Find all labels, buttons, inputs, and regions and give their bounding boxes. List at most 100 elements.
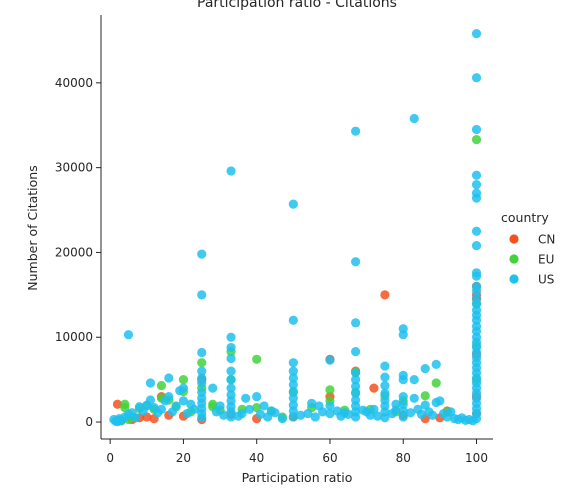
- data-point-us: [255, 409, 265, 420]
- data-point-us: [288, 412, 298, 422]
- chart-title: Participation ratio - Citations: [197, 0, 397, 11]
- data-point-us: [471, 29, 482, 39]
- data-point-us: [471, 180, 482, 190]
- data-point-us: [197, 347, 207, 358]
- data-point-us: [178, 383, 189, 393]
- data-point-us: [252, 392, 262, 402]
- data-point-us: [409, 393, 419, 403]
- legend-items: CN EU US: [509, 233, 555, 287]
- data-point-us: [310, 412, 320, 422]
- data-point-us: [288, 199, 298, 209]
- data-point-eu: [431, 378, 441, 388]
- data-point-us: [197, 413, 207, 423]
- data-point-us: [288, 380, 298, 390]
- data-point-eu: [252, 403, 262, 413]
- data-point-us: [351, 318, 361, 328]
- data-point-us: [303, 408, 313, 419]
- data-point-us: [471, 271, 482, 281]
- data-point-us: [471, 193, 482, 203]
- data-point-us: [420, 400, 430, 410]
- data-point-us: [435, 396, 445, 406]
- data-point-eu: [252, 354, 262, 364]
- data-point-us: [164, 373, 174, 383]
- legend-label-cn: CN: [538, 233, 555, 247]
- data-point-us: [145, 395, 156, 405]
- data-point-us: [380, 388, 390, 398]
- data-point-us: [296, 410, 306, 420]
- data-point-us: [197, 290, 207, 300]
- data-point-us: [215, 401, 225, 411]
- data-point-us: [288, 393, 298, 403]
- data-point-us: [226, 166, 236, 176]
- data-point-us: [446, 407, 456, 417]
- data-point-us: [277, 414, 287, 424]
- data-point-us: [351, 375, 361, 385]
- x-ticks: 0 20 40 60 80 100: [106, 439, 488, 465]
- x-tick-label: 80: [396, 451, 411, 465]
- data-point-us: [471, 124, 482, 135]
- y-tick-label: 30000: [55, 161, 93, 175]
- data-point-us: [318, 407, 328, 417]
- data-point-us: [237, 408, 247, 419]
- data-point-us: [182, 408, 192, 419]
- data-point-us: [372, 411, 383, 421]
- data-point-us: [288, 386, 298, 397]
- data-point-cn: [369, 383, 379, 393]
- data-point-us: [416, 409, 427, 420]
- data-point-us: [325, 408, 335, 419]
- data-point-us: [145, 378, 156, 388]
- data-point-us: [164, 392, 174, 402]
- data-point-cn: [380, 290, 390, 300]
- legend-label-eu: EU: [538, 253, 554, 267]
- data-point-us: [351, 126, 361, 136]
- data-point-us: [178, 396, 189, 406]
- data-point-us: [307, 398, 317, 408]
- data-point-us: [288, 358, 298, 368]
- data-point-us: [226, 383, 236, 393]
- data-point-us: [197, 249, 207, 259]
- data-point-us: [226, 375, 236, 385]
- data-point-us: [351, 347, 361, 357]
- data-point-us: [471, 170, 482, 180]
- data-point-us: [351, 257, 361, 267]
- data-point-us: [270, 408, 280, 418]
- data-point-us: [398, 399, 408, 409]
- legend-marker-cn: [509, 234, 519, 244]
- x-tick-label: 100: [465, 451, 488, 465]
- y-tick-label: 40000: [55, 76, 93, 90]
- points-layer: [109, 29, 482, 427]
- data-point-us: [244, 404, 254, 414]
- data-point-us: [405, 408, 416, 418]
- data-point-us: [431, 359, 441, 369]
- data-point-eu: [156, 380, 167, 391]
- data-point-us: [380, 372, 390, 382]
- data-point-eu: [325, 385, 335, 395]
- legend-label-us: US: [538, 273, 554, 287]
- legend: country CN EU US: [501, 210, 555, 287]
- data-point-eu: [178, 375, 189, 385]
- data-point-us: [420, 364, 430, 374]
- data-point-us: [380, 413, 390, 423]
- data-point-us: [391, 405, 401, 415]
- data-point-us: [288, 366, 298, 376]
- data-point-us: [398, 392, 408, 402]
- data-point-us: [409, 113, 419, 124]
- x-tick-label: 20: [176, 451, 191, 465]
- data-point-us: [369, 404, 379, 414]
- data-point-eu: [208, 399, 218, 409]
- data-point-us: [380, 380, 390, 391]
- data-point-us: [380, 361, 390, 371]
- data-point-eu: [197, 358, 207, 368]
- data-point-us: [226, 353, 236, 364]
- data-point-us: [409, 375, 419, 385]
- data-point-us: [226, 332, 236, 342]
- data-point-eu: [471, 135, 482, 145]
- data-point-us: [219, 410, 229, 420]
- legend-marker-eu: [509, 254, 519, 264]
- data-point-us: [189, 404, 200, 414]
- data-point-us: [131, 413, 141, 423]
- data-point-us: [288, 315, 298, 325]
- data-point-us: [471, 414, 482, 424]
- data-point-us: [288, 373, 298, 383]
